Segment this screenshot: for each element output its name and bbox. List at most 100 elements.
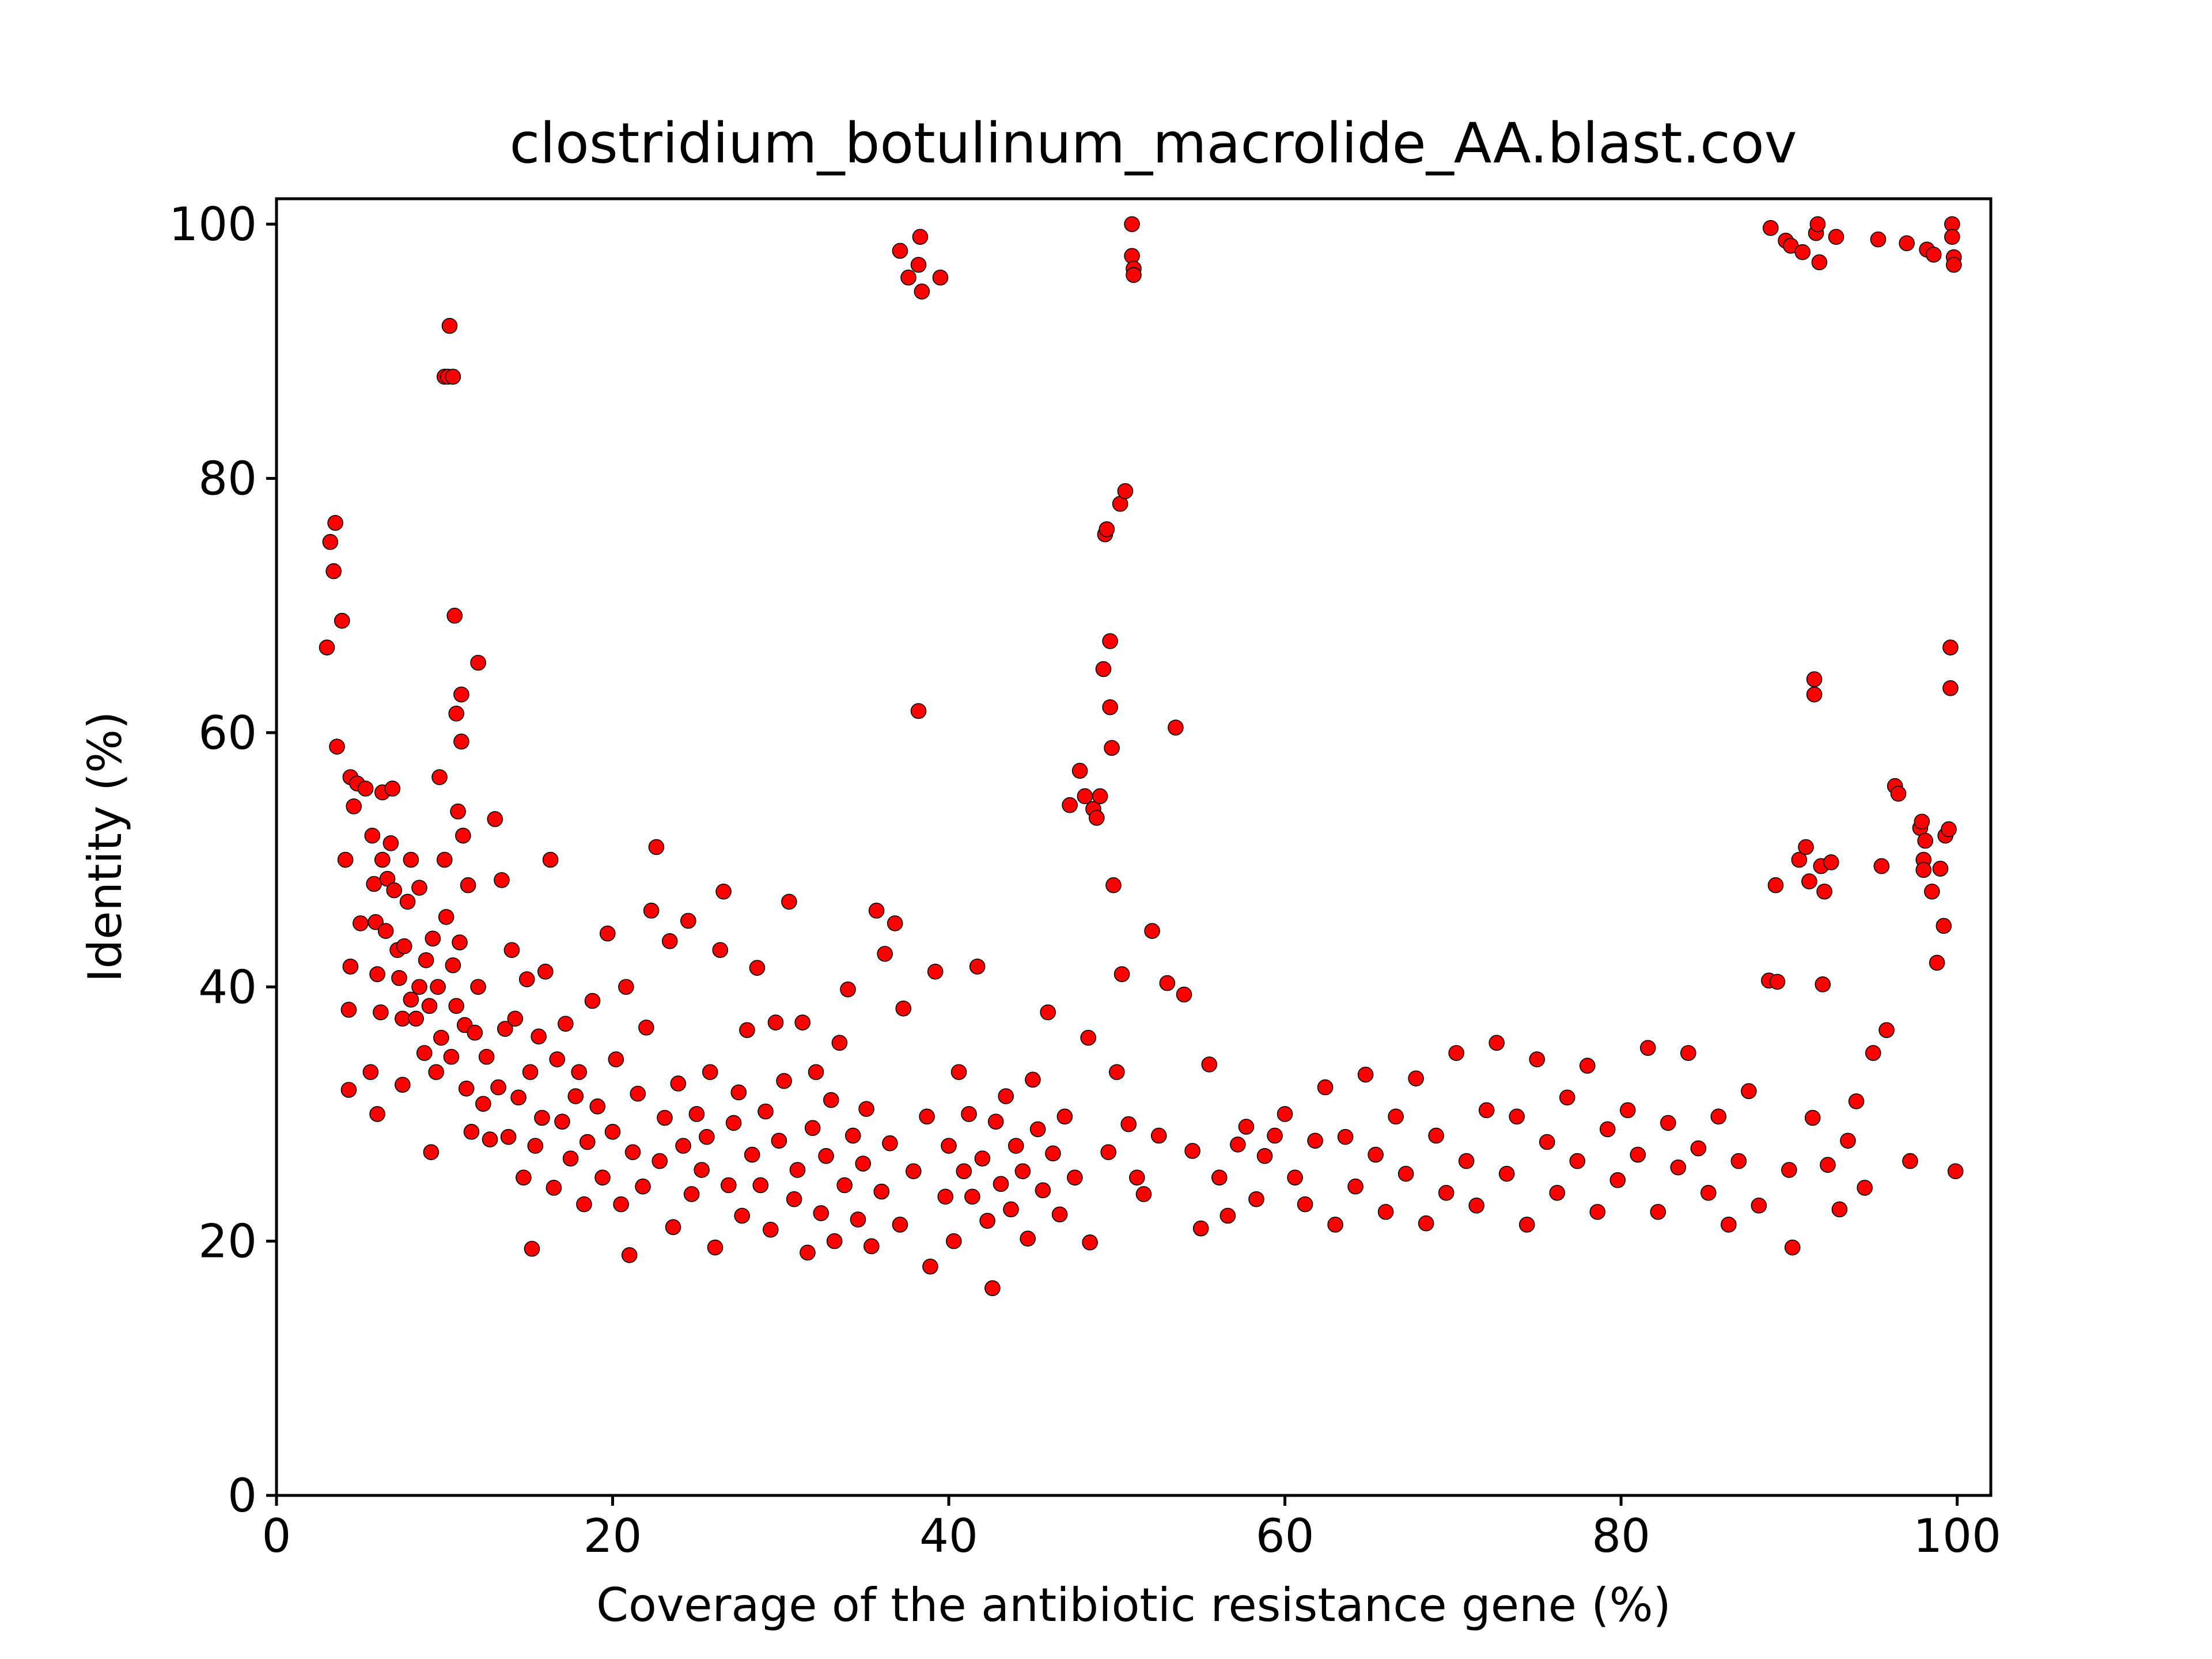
- data-point: [892, 1217, 908, 1233]
- data-point: [362, 1064, 379, 1080]
- data-point: [1579, 1058, 1596, 1074]
- plot-frame: [275, 197, 1993, 1497]
- data-point: [374, 851, 391, 868]
- data-point: [416, 1045, 433, 1061]
- data-point: [1007, 1138, 1024, 1154]
- data-point: [325, 563, 342, 579]
- data-point: [1082, 1234, 1098, 1251]
- data-point: [463, 1124, 480, 1140]
- data-point: [411, 880, 427, 896]
- data-point: [428, 1064, 444, 1080]
- data-point: [813, 1205, 830, 1221]
- data-point: [998, 1088, 1014, 1104]
- data-point: [1857, 1180, 1873, 1196]
- data-point: [1277, 1106, 1293, 1122]
- data-point: [699, 1128, 715, 1145]
- data-point: [1428, 1127, 1444, 1144]
- data-point: [391, 970, 407, 986]
- data-point: [322, 534, 339, 550]
- data-point: [621, 1247, 638, 1263]
- data-point: [910, 256, 927, 273]
- data-point: [776, 1073, 792, 1089]
- data-point: [487, 811, 503, 827]
- data-point: [1878, 1022, 1895, 1039]
- data-point: [1113, 966, 1130, 982]
- data-point: [757, 1103, 774, 1120]
- data-point: [1176, 986, 1192, 1003]
- data-point: [1080, 1029, 1097, 1046]
- data-point: [1124, 216, 1140, 232]
- data-point: [1559, 1089, 1575, 1106]
- data-point: [910, 703, 927, 719]
- data-point: [1630, 1146, 1646, 1163]
- data-point: [549, 1051, 566, 1067]
- data-point: [638, 1020, 654, 1036]
- data-point: [436, 851, 453, 868]
- data-point: [377, 923, 394, 939]
- data-point: [1806, 686, 1823, 703]
- data-point: [366, 876, 382, 892]
- data-point: [1509, 1108, 1525, 1125]
- data-point: [789, 1162, 806, 1178]
- data-point: [725, 1115, 742, 1131]
- data-point: [1831, 1201, 1848, 1218]
- data-point: [643, 903, 660, 919]
- data-point: [941, 1138, 957, 1154]
- data-point: [721, 1177, 737, 1194]
- data-point: [1730, 1153, 1747, 1169]
- data-point: [507, 1010, 524, 1027]
- x-tick-label: 20: [584, 1509, 642, 1563]
- data-point: [818, 1147, 834, 1164]
- data-point: [1135, 1186, 1152, 1202]
- data-point: [1848, 1093, 1865, 1109]
- data-point: [1219, 1207, 1236, 1224]
- y-tick-label: 40: [198, 960, 257, 1014]
- data-point: [382, 835, 399, 851]
- x-tick-label: 100: [1913, 1509, 2001, 1563]
- data-point: [369, 966, 385, 982]
- data-point: [1809, 216, 1826, 232]
- data-point: [1947, 1163, 1964, 1180]
- data-point: [1337, 1128, 1354, 1145]
- data-point: [1794, 244, 1811, 260]
- data-point: [1549, 1184, 1566, 1201]
- y-tick-label: 100: [169, 198, 257, 251]
- data-point: [712, 942, 729, 959]
- data-point: [781, 893, 797, 910]
- data-point: [425, 930, 441, 947]
- data-point: [562, 1150, 579, 1166]
- data-point: [1248, 1191, 1264, 1207]
- data-point: [964, 1188, 980, 1205]
- data-point: [1297, 1196, 1313, 1213]
- data-point: [1287, 1169, 1303, 1186]
- data-point: [1902, 1153, 1918, 1169]
- data-point: [1599, 1121, 1616, 1138]
- data-point: [767, 1014, 784, 1031]
- data-point: [1942, 639, 1959, 656]
- data-point: [334, 612, 350, 629]
- data-point: [443, 1048, 460, 1065]
- data-point: [823, 1092, 839, 1108]
- data-point: [715, 883, 732, 900]
- data-point: [1890, 786, 1907, 802]
- y-axis-label: Identity (%): [78, 711, 132, 982]
- data-point: [1924, 883, 1940, 900]
- data-point: [826, 1233, 843, 1249]
- data-point: [604, 1124, 621, 1140]
- data-point: [1159, 975, 1176, 991]
- data-point: [744, 1146, 760, 1163]
- data-point: [1915, 862, 1932, 878]
- data-point: [1589, 1204, 1606, 1220]
- data-point: [892, 243, 908, 259]
- data-point: [1095, 661, 1112, 677]
- data-point: [1105, 877, 1122, 893]
- data-point: [452, 934, 468, 950]
- data-point: [1077, 788, 1093, 805]
- data-point: [1327, 1217, 1343, 1233]
- data-point: [1357, 1066, 1374, 1083]
- data-point: [1168, 719, 1184, 736]
- data-point: [1690, 1140, 1707, 1157]
- data-point: [346, 798, 362, 815]
- data-point: [1267, 1127, 1283, 1144]
- data-point: [453, 733, 469, 750]
